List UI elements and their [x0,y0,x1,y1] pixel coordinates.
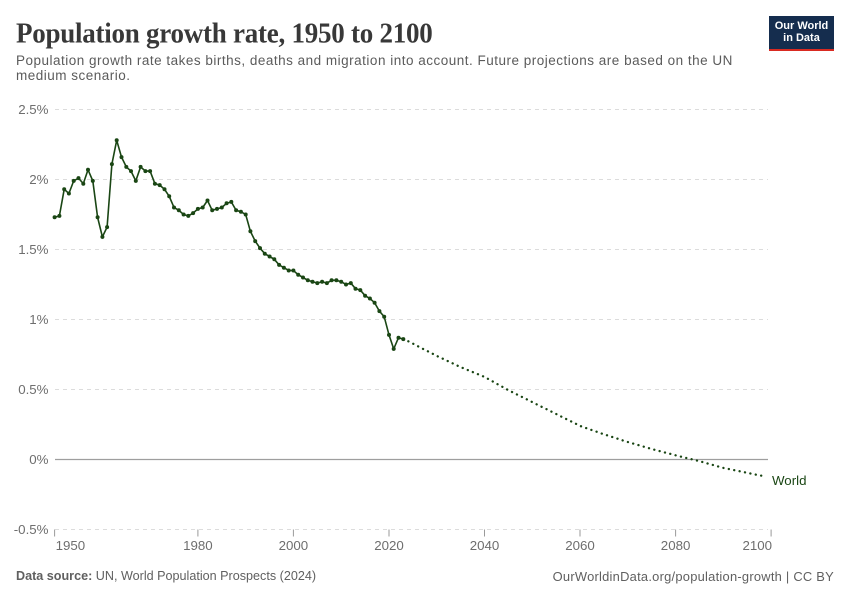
svg-text:2000: 2000 [279,538,309,553]
svg-text:2060: 2060 [565,538,595,553]
svg-text:2020: 2020 [374,538,404,553]
svg-text:2100: 2100 [743,538,773,553]
svg-text:2.5%: 2.5% [18,102,48,117]
svg-text:1%: 1% [29,312,48,327]
svg-text:0%: 0% [29,452,48,467]
svg-text:2040: 2040 [470,538,500,553]
svg-text:1.5%: 1.5% [18,242,48,257]
svg-text:2%: 2% [29,172,48,187]
svg-text:1950: 1950 [56,538,86,553]
svg-text:-0.5%: -0.5% [14,522,49,537]
svg-text:0.5%: 0.5% [18,382,48,397]
svg-text:1980: 1980 [183,538,213,553]
svg-text:World: World [772,473,806,488]
svg-text:2080: 2080 [661,538,691,553]
